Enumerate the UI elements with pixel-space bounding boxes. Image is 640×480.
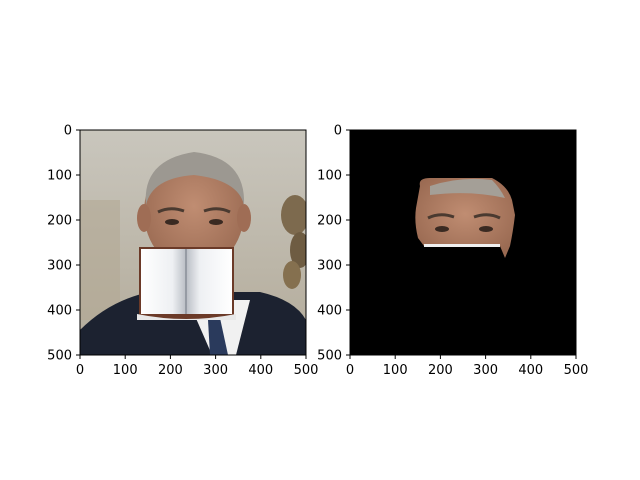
left-xtick-label: 400 (248, 363, 273, 378)
right-ytick-label: 200 (317, 214, 342, 229)
left-axis-ticks: 0 100 200 300 400 500 0 100 200 300 400 500 (47, 124, 318, 379)
right-xtick-label: 0 (346, 363, 354, 378)
left-xtick-label: 0 (76, 363, 84, 378)
ear-right (237, 204, 251, 232)
left-axes-frame (79, 129, 307, 356)
right-xtick-label: 100 (383, 363, 408, 378)
left-ytick-label: 500 (47, 349, 72, 364)
eye-right (209, 219, 223, 225)
left-ytick-label: 200 (47, 214, 72, 229)
segmented-face-image (350, 130, 576, 355)
left-ytick-label: 300 (47, 259, 72, 274)
right-ytick-label: 500 (317, 349, 342, 364)
face (144, 154, 244, 270)
eyebrow-left (157, 207, 185, 214)
right-xtick-label: 200 (428, 363, 453, 378)
right-axes-frame (349, 129, 577, 356)
eye-left (165, 219, 179, 225)
right-ytick-label: 400 (317, 304, 342, 319)
visible-face-region (415, 178, 515, 258)
right-xtick-label: 300 (473, 363, 498, 378)
hair (145, 152, 245, 205)
left-xtick-label: 100 (113, 363, 138, 378)
right-xtick-label: 400 (518, 363, 543, 378)
right-ytick-label: 100 (317, 169, 342, 184)
left-xtick-label: 200 (158, 363, 183, 378)
occluded-face-image (80, 130, 306, 355)
left-xtick-label: 500 (294, 363, 319, 378)
foliage-decoration (281, 195, 306, 289)
book-occluder (137, 247, 236, 320)
left-ytick-label: 0 (64, 124, 72, 139)
right-xtick-label: 500 (564, 363, 589, 378)
ear-left (137, 204, 151, 232)
right-ytick-label: 300 (317, 259, 342, 274)
right-ytick-label: 0 (334, 124, 342, 139)
eyebrow-right (203, 207, 231, 214)
left-ytick-label: 100 (47, 169, 72, 184)
left-xtick-label: 300 (203, 363, 228, 378)
wall-shadow-left (80, 200, 120, 320)
right-axis-ticks: 0 100 200 300 400 500 0 100 200 300 400 500 (317, 124, 588, 379)
left-ytick-label: 400 (47, 304, 72, 319)
suit-shoulders (80, 292, 306, 355)
tie (208, 318, 228, 355)
